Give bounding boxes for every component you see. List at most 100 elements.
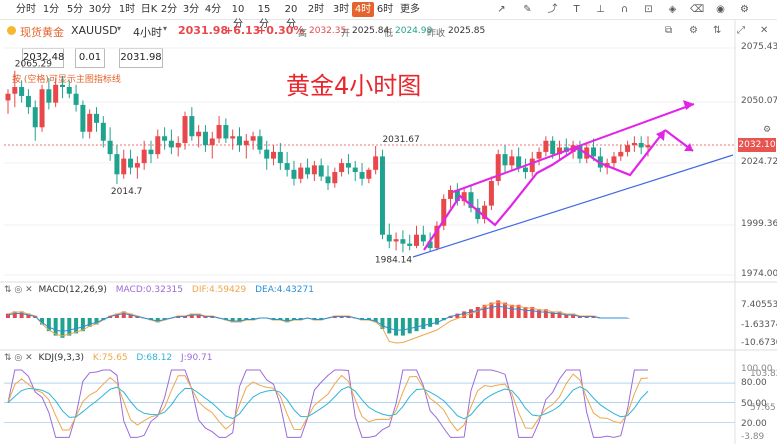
draw-line-icon[interactable]: ↗ [497,4,506,15]
delete-icon[interactable]: ⌫ [690,4,705,15]
timeframe-tab[interactable]: 3时 [332,4,350,15]
macd-histogram-bar [407,318,412,334]
macd-histogram-bar [94,318,99,325]
kdj-axis-label: 100.00 [741,364,773,374]
macd-histogram-bar [537,309,542,318]
dif-line [7,301,628,344]
candle-body [577,145,583,159]
macd-histogram-bar [121,311,126,318]
candle-body [325,176,331,184]
settings-icon[interactable]: ⚙ [740,4,749,15]
symbol-name[interactable]: 现货黄金 [20,26,64,39]
eye-icon[interactable]: ◉ [716,4,725,15]
kdj-header: ⇅ ◎ ✕ KDJ(9,3,3) K:75.65 D:68.12 J:90.71 [4,353,212,364]
macd-histogram-bar [523,307,528,318]
symbol-code[interactable]: XAUUSD [71,24,118,37]
axis-settings-icon[interactable]: ⚙ [763,125,772,135]
candle-body [100,122,106,141]
candle-body [543,140,549,152]
prev-close-label: 昨收 [427,29,446,39]
timeframe-tab[interactable]: 10分 [231,4,245,30]
timeframe-tab[interactable]: 6时 [376,4,394,15]
timeframe-tab[interactable]: 3分 [182,4,200,15]
price-change-pct: +0.30% [257,24,305,37]
timeframe-tab[interactable]: 2分 [160,4,178,15]
magnet-icon[interactable]: ∩ [620,4,629,15]
candle-body [591,147,597,157]
last-price: 2031.98 [178,24,229,37]
timeframe-tab[interactable]: 5分 [66,4,84,15]
symbol-dropdown-icon[interactable]: ▾ [117,24,122,33]
timeframe-tab[interactable]: 1分 [42,4,60,15]
candle-body [298,167,304,179]
close-icon[interactable]: ✕ [760,25,769,36]
timeframe-tab[interactable]: 日K [140,4,158,15]
candle-body [359,172,365,179]
eraser-icon[interactable]: ◈ [668,4,677,15]
candle-body [121,158,127,175]
lock-icon[interactable]: ⊡ [644,4,653,15]
macd-name[interactable]: MACD(12,26,9) [38,285,107,295]
arrow-head [684,143,693,151]
high-value: 2032.35 [309,26,347,36]
macd-histogram-bar [557,311,562,318]
layout-icon[interactable]: ⧉ [665,25,673,36]
candle-body [379,156,385,235]
timeframe-tab[interactable]: 2时 [307,4,325,15]
candle-body [461,192,467,202]
candle-body [230,136,236,139]
gold-badge-icon [7,26,16,35]
candle-body [216,125,222,139]
price-axis-label: 2024.72 [741,157,777,167]
candle-body [468,192,474,208]
brush-icon[interactable]: ✎ [523,4,532,15]
open-value: 2025.84 [352,26,390,36]
timeframe-tab[interactable]: 更多 [400,4,420,15]
ask-box[interactable]: 2031.98 [119,48,163,68]
candle-body [189,116,195,137]
candle-body [271,151,277,159]
dif-value: DIF:4.59429 [191,285,247,295]
candle-body [618,151,624,157]
kdj-d-line [7,386,649,420]
timeframe-tab[interactable]: 分时 [16,4,36,15]
arrow-icon[interactable]: ⤴ [547,4,558,15]
macd-histogram-bar [530,307,535,318]
kdj-collapse-icon[interactable]: ⇅ ◎ ✕ [4,353,33,363]
support-trendline [412,154,734,258]
macd-histogram-bar [503,302,508,318]
candle-body [243,140,249,146]
candle-body [134,163,140,168]
timeframe-tab[interactable]: 4时 [352,2,374,17]
macd-collapse-icon[interactable]: ⇅ ◎ ✕ [4,285,33,295]
text-icon[interactable]: T [573,4,580,15]
candle-body [80,104,86,132]
macd-axis-label: -10.67300 [741,338,777,348]
macd-histogram-bar [60,318,65,338]
timeframe-tab[interactable]: 1时 [118,4,136,15]
candle-body [522,167,528,173]
price-extreme-label: 2065.29 [15,60,52,70]
collapse-icon[interactable]: ⇅ [713,25,722,36]
candle-body [5,93,11,101]
candle-body [427,241,433,249]
candle-body [352,167,358,173]
macd-value: MACD:0.32315 [115,285,184,295]
ruler-icon[interactable]: ⊥ [596,4,605,15]
kdj-axis-label: 80.00 [741,378,767,388]
candle-body [223,125,229,139]
kdj-name[interactable]: KDJ(9,3,3) [38,353,84,363]
candle-body [502,154,508,166]
candle-body [168,140,174,148]
macd-histogram-bar [237,318,242,323]
period-dropdown-icon[interactable]: ▾ [163,24,168,33]
timeframe-tab[interactable]: 20分 [284,4,298,30]
timeframe-tab[interactable]: 4分 [204,4,222,15]
timeframe-tab[interactable]: 15分 [257,4,271,30]
period-label[interactable]: 4小时 [133,26,162,39]
timeframe-tab[interactable]: 30分 [88,4,112,15]
macd-histogram-bar [455,313,460,318]
chart-settings-icon[interactable]: ⚙ [689,25,698,36]
fullscreen-icon[interactable]: ⤢ [737,25,745,36]
